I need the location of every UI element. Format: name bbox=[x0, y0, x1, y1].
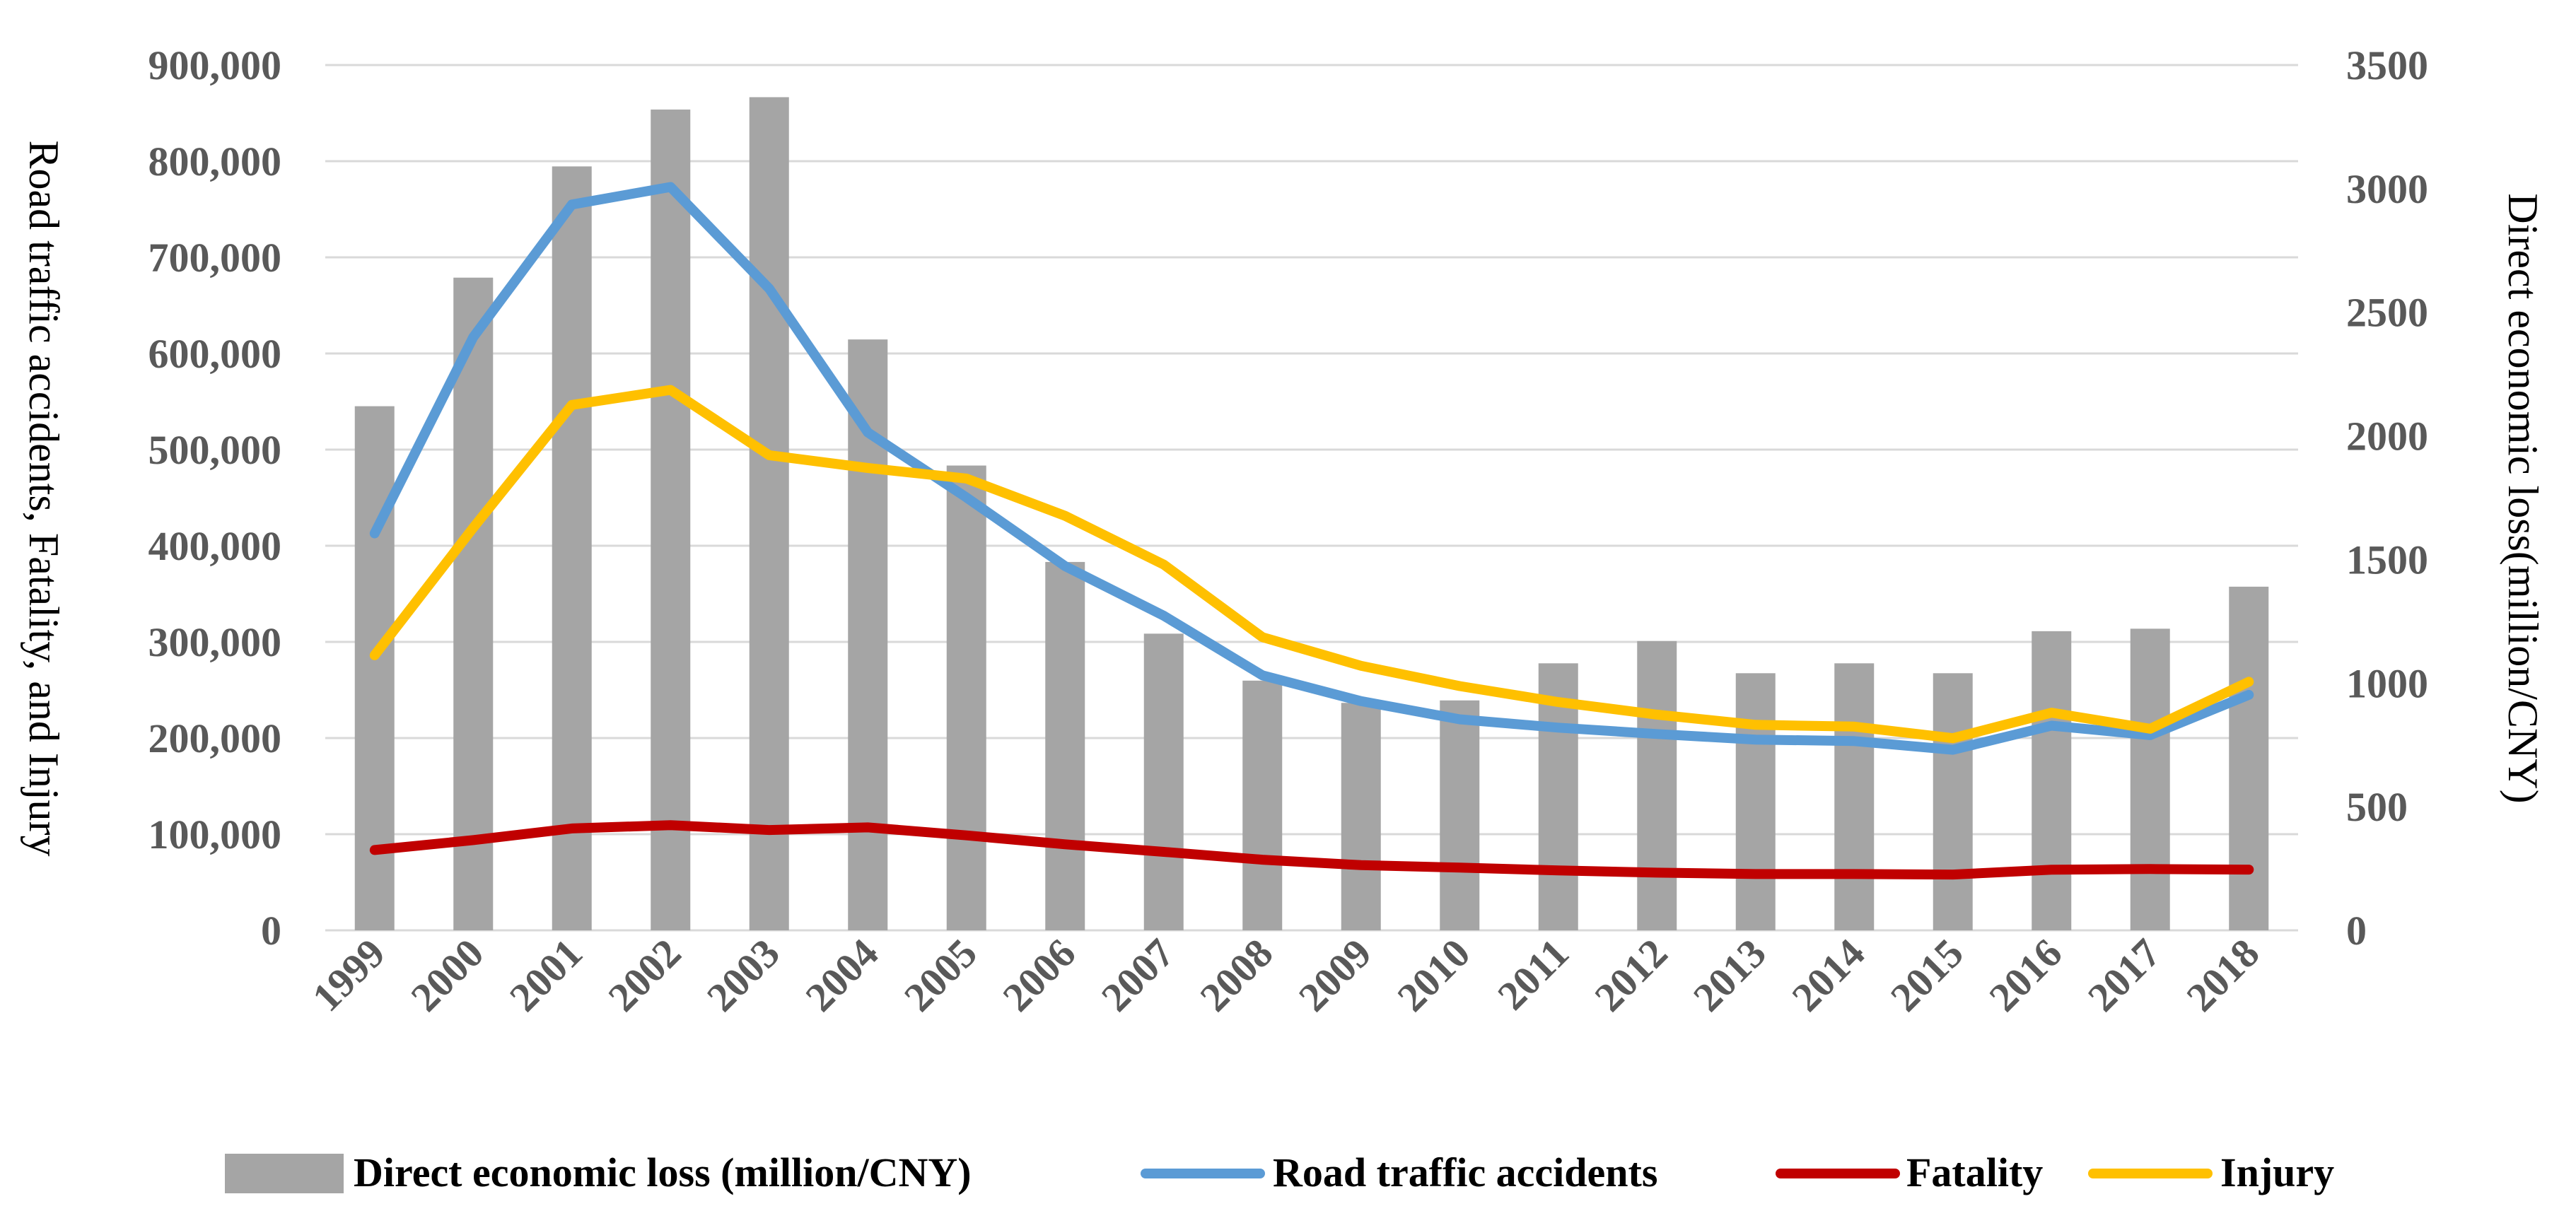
x-tick-label: 2008 bbox=[1191, 930, 1281, 1020]
left-tick-label: 0 bbox=[261, 908, 281, 954]
legend-label-accidents: Road traffic accidents bbox=[1273, 1149, 1657, 1195]
x-tick-label: 2000 bbox=[402, 930, 492, 1020]
left-axis-title: Road traffic accidents, Fatality, and In… bbox=[21, 141, 67, 857]
right-tick-label: 1500 bbox=[2346, 537, 2428, 583]
x-tick-label: 2006 bbox=[993, 930, 1084, 1020]
x-tick-label: 2010 bbox=[1388, 930, 1479, 1020]
legend-swatch-economic-loss bbox=[225, 1154, 344, 1193]
legend-label-fatality: Fatality bbox=[1906, 1149, 2043, 1195]
legend-label-economic-loss: Direct economic loss (million/CNY) bbox=[354, 1149, 972, 1195]
line-series bbox=[369, 182, 2254, 880]
bar bbox=[946, 465, 986, 930]
right-tick-label: 2000 bbox=[2346, 414, 2428, 460]
bar bbox=[1143, 633, 1184, 930]
right-tick-label: 0 bbox=[2346, 908, 2367, 954]
x-tick-label: 2004 bbox=[796, 930, 887, 1020]
x-tick-label: 2015 bbox=[1882, 930, 1972, 1020]
x-tick-label: 2016 bbox=[1980, 930, 2070, 1020]
right-tick-label: 3500 bbox=[2346, 42, 2428, 88]
bar bbox=[1637, 640, 1677, 930]
line-injury bbox=[369, 385, 2254, 744]
legend-label-injury: Injury bbox=[2220, 1149, 2334, 1195]
left-tick-label: 600,000 bbox=[148, 331, 282, 377]
right-tick-label: 3000 bbox=[2346, 166, 2428, 212]
right-axis-ticks: 0 500 1000 1500 2000 2500 3000 3500 bbox=[2346, 42, 2428, 954]
left-tick-label: 500,000 bbox=[148, 427, 282, 473]
right-tick-label: 1000 bbox=[2346, 660, 2428, 706]
bar bbox=[2229, 586, 2269, 930]
right-tick-label: 2500 bbox=[2346, 290, 2428, 336]
bar bbox=[354, 406, 395, 930]
x-tick-label: 2013 bbox=[1684, 930, 1775, 1020]
x-tick-label: 2005 bbox=[895, 930, 986, 1020]
bar bbox=[552, 166, 592, 931]
bar bbox=[1440, 700, 1480, 930]
x-tick-label: 2012 bbox=[1585, 930, 1676, 1020]
left-tick-label: 400,000 bbox=[148, 523, 282, 569]
bar bbox=[2130, 628, 2170, 930]
x-tick-label: 2018 bbox=[2177, 930, 2268, 1020]
x-axis-ticks: 1999 2000 2001 2002 2003 2004 2005 2006 2007 2008… bbox=[303, 930, 2268, 1020]
bar bbox=[1834, 663, 1875, 930]
x-tick-label: 2011 bbox=[1488, 930, 1578, 1019]
bar bbox=[2032, 631, 2072, 930]
left-tick-label: 200,000 bbox=[148, 715, 282, 761]
x-tick-label: 2017 bbox=[2079, 930, 2169, 1020]
left-tick-label: 900,000 bbox=[148, 42, 282, 88]
x-tick-label: 2003 bbox=[698, 930, 788, 1020]
line-road-traffic-accidents bbox=[369, 182, 2254, 755]
x-tick-label: 2009 bbox=[1290, 930, 1380, 1020]
bar bbox=[1341, 703, 1381, 930]
left-axis-ticks: 0 100,000 200,000 300,000 400,000 500,000 600,… bbox=[148, 42, 282, 954]
bar bbox=[749, 97, 789, 930]
bar-series bbox=[354, 97, 2269, 931]
legend: Direct economic loss (million/CNY) Road … bbox=[225, 1149, 2334, 1195]
left-tick-label: 700,000 bbox=[148, 235, 282, 281]
left-tick-label: 300,000 bbox=[148, 619, 282, 665]
bar bbox=[1735, 673, 1776, 930]
right-tick-label: 500 bbox=[2346, 784, 2408, 830]
bar bbox=[651, 109, 691, 930]
x-tick-label: 2002 bbox=[599, 930, 689, 1020]
left-tick-label: 100,000 bbox=[148, 812, 282, 858]
line-fatality bbox=[369, 820, 2254, 880]
bar bbox=[1933, 673, 1973, 930]
bar bbox=[1045, 561, 1085, 930]
x-tick-label: 1999 bbox=[303, 930, 394, 1020]
right-axis-title: Direct economic loss(million/CNY) bbox=[2500, 193, 2546, 803]
bar bbox=[453, 277, 494, 930]
bar bbox=[1242, 680, 1283, 930]
x-tick-label: 2007 bbox=[1092, 930, 1183, 1020]
x-tick-label: 2014 bbox=[1783, 930, 1873, 1020]
x-tick-label: 2001 bbox=[501, 930, 591, 1020]
left-tick-label: 800,000 bbox=[148, 139, 282, 185]
